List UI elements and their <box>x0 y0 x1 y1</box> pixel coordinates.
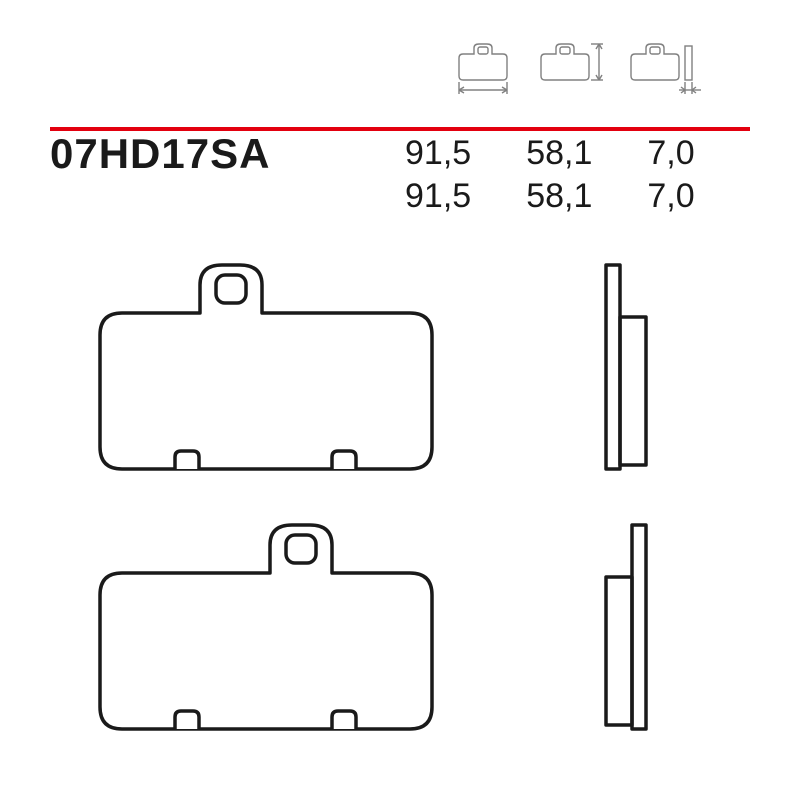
height-dimension-icon <box>535 40 607 103</box>
brake-pad-front-2 <box>80 515 460 750</box>
height-column: 58,1 58,1 <box>526 132 592 217</box>
brake-pad-side-1 <box>590 255 670 490</box>
thickness-dimension-icon <box>625 40 705 103</box>
height-value-2: 58,1 <box>526 175 592 218</box>
diagram-container: 07HD17SA 91,5 91,5 58,1 58,1 7,0 7,0 <box>0 0 800 800</box>
width-value-1: 91,5 <box>405 132 471 175</box>
spec-row: 07HD17SA 91,5 91,5 58,1 58,1 7,0 7,0 <box>50 130 750 217</box>
dimension-icons-row <box>449 40 705 103</box>
width-dimension-icon <box>449 40 517 103</box>
brake-pad-front-1 <box>80 255 460 490</box>
dimensions-block: 91,5 91,5 58,1 58,1 7,0 7,0 <box>405 130 695 217</box>
width-column: 91,5 91,5 <box>405 132 471 217</box>
width-value-2: 91,5 <box>405 175 471 218</box>
brake-pad-side-2 <box>590 515 670 750</box>
height-value-1: 58,1 <box>526 132 592 175</box>
thickness-value-2: 7,0 <box>647 175 694 218</box>
pads-drawing-area <box>50 245 750 750</box>
thickness-value-1: 7,0 <box>647 132 694 175</box>
thickness-column: 7,0 7,0 <box>647 132 694 217</box>
separator-line <box>50 118 750 122</box>
part-number: 07HD17SA <box>50 130 405 217</box>
